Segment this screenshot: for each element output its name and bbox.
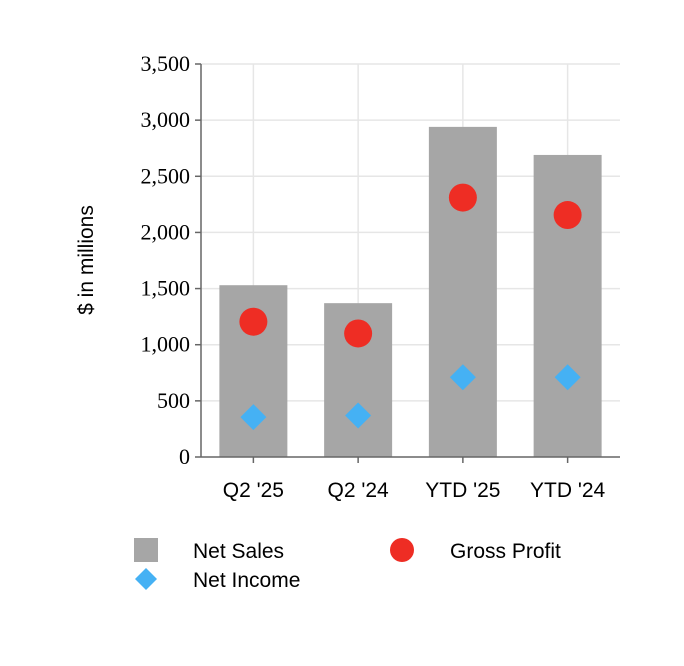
y-axis-label: $ in millions — [75, 205, 98, 315]
y-tick-label: 1,000 — [141, 332, 191, 357]
x-tick-label: Q2 '24 — [328, 479, 390, 502]
legend-swatch-diamond — [135, 568, 157, 590]
y-tick-labels: 0 500 1,000 1,500 2,000 2,500 3,000 3,500 — [141, 51, 191, 469]
bar — [428, 126, 497, 457]
marker-diamond — [449, 364, 476, 391]
y-tick-label: 0 — [179, 444, 190, 469]
x-tick-labels: Q2 '25 Q2 '24 YTD '25 YTD '24 — [223, 479, 606, 502]
bar-series — [219, 126, 602, 458]
x-tick-label: Q2 '25 — [223, 479, 284, 502]
legend: Net Sales Gross Profit Net Income — [134, 538, 561, 592]
marker-diamond — [554, 364, 581, 391]
legend-swatch-circle — [390, 538, 414, 562]
marker-circle — [448, 183, 477, 212]
y-tick-label: 1,500 — [141, 276, 191, 301]
x-tick-label: YTD '24 — [530, 479, 606, 502]
marker-circle — [344, 319, 373, 348]
y-tick-label: 2,500 — [141, 163, 191, 188]
y-tick-label: 3,000 — [141, 107, 191, 132]
legend-label: Net Sales — [193, 540, 284, 563]
y-tick-label: 2,000 — [141, 219, 191, 244]
y-tick-label: 3,500 — [141, 51, 191, 76]
marker-diamond — [240, 404, 267, 431]
marker-diamond — [345, 402, 372, 429]
marker-circle — [553, 201, 582, 230]
marker-circle — [239, 307, 268, 336]
x-tick-label: YTD '25 — [425, 479, 500, 502]
bar — [533, 154, 602, 458]
axes — [195, 63, 620, 463]
legend-swatch-square — [134, 538, 158, 562]
marker-series — [239, 183, 582, 431]
legend-label: Gross Profit — [450, 540, 561, 563]
legend-label: Net Income — [193, 569, 300, 592]
y-tick-label: 500 — [157, 388, 190, 413]
